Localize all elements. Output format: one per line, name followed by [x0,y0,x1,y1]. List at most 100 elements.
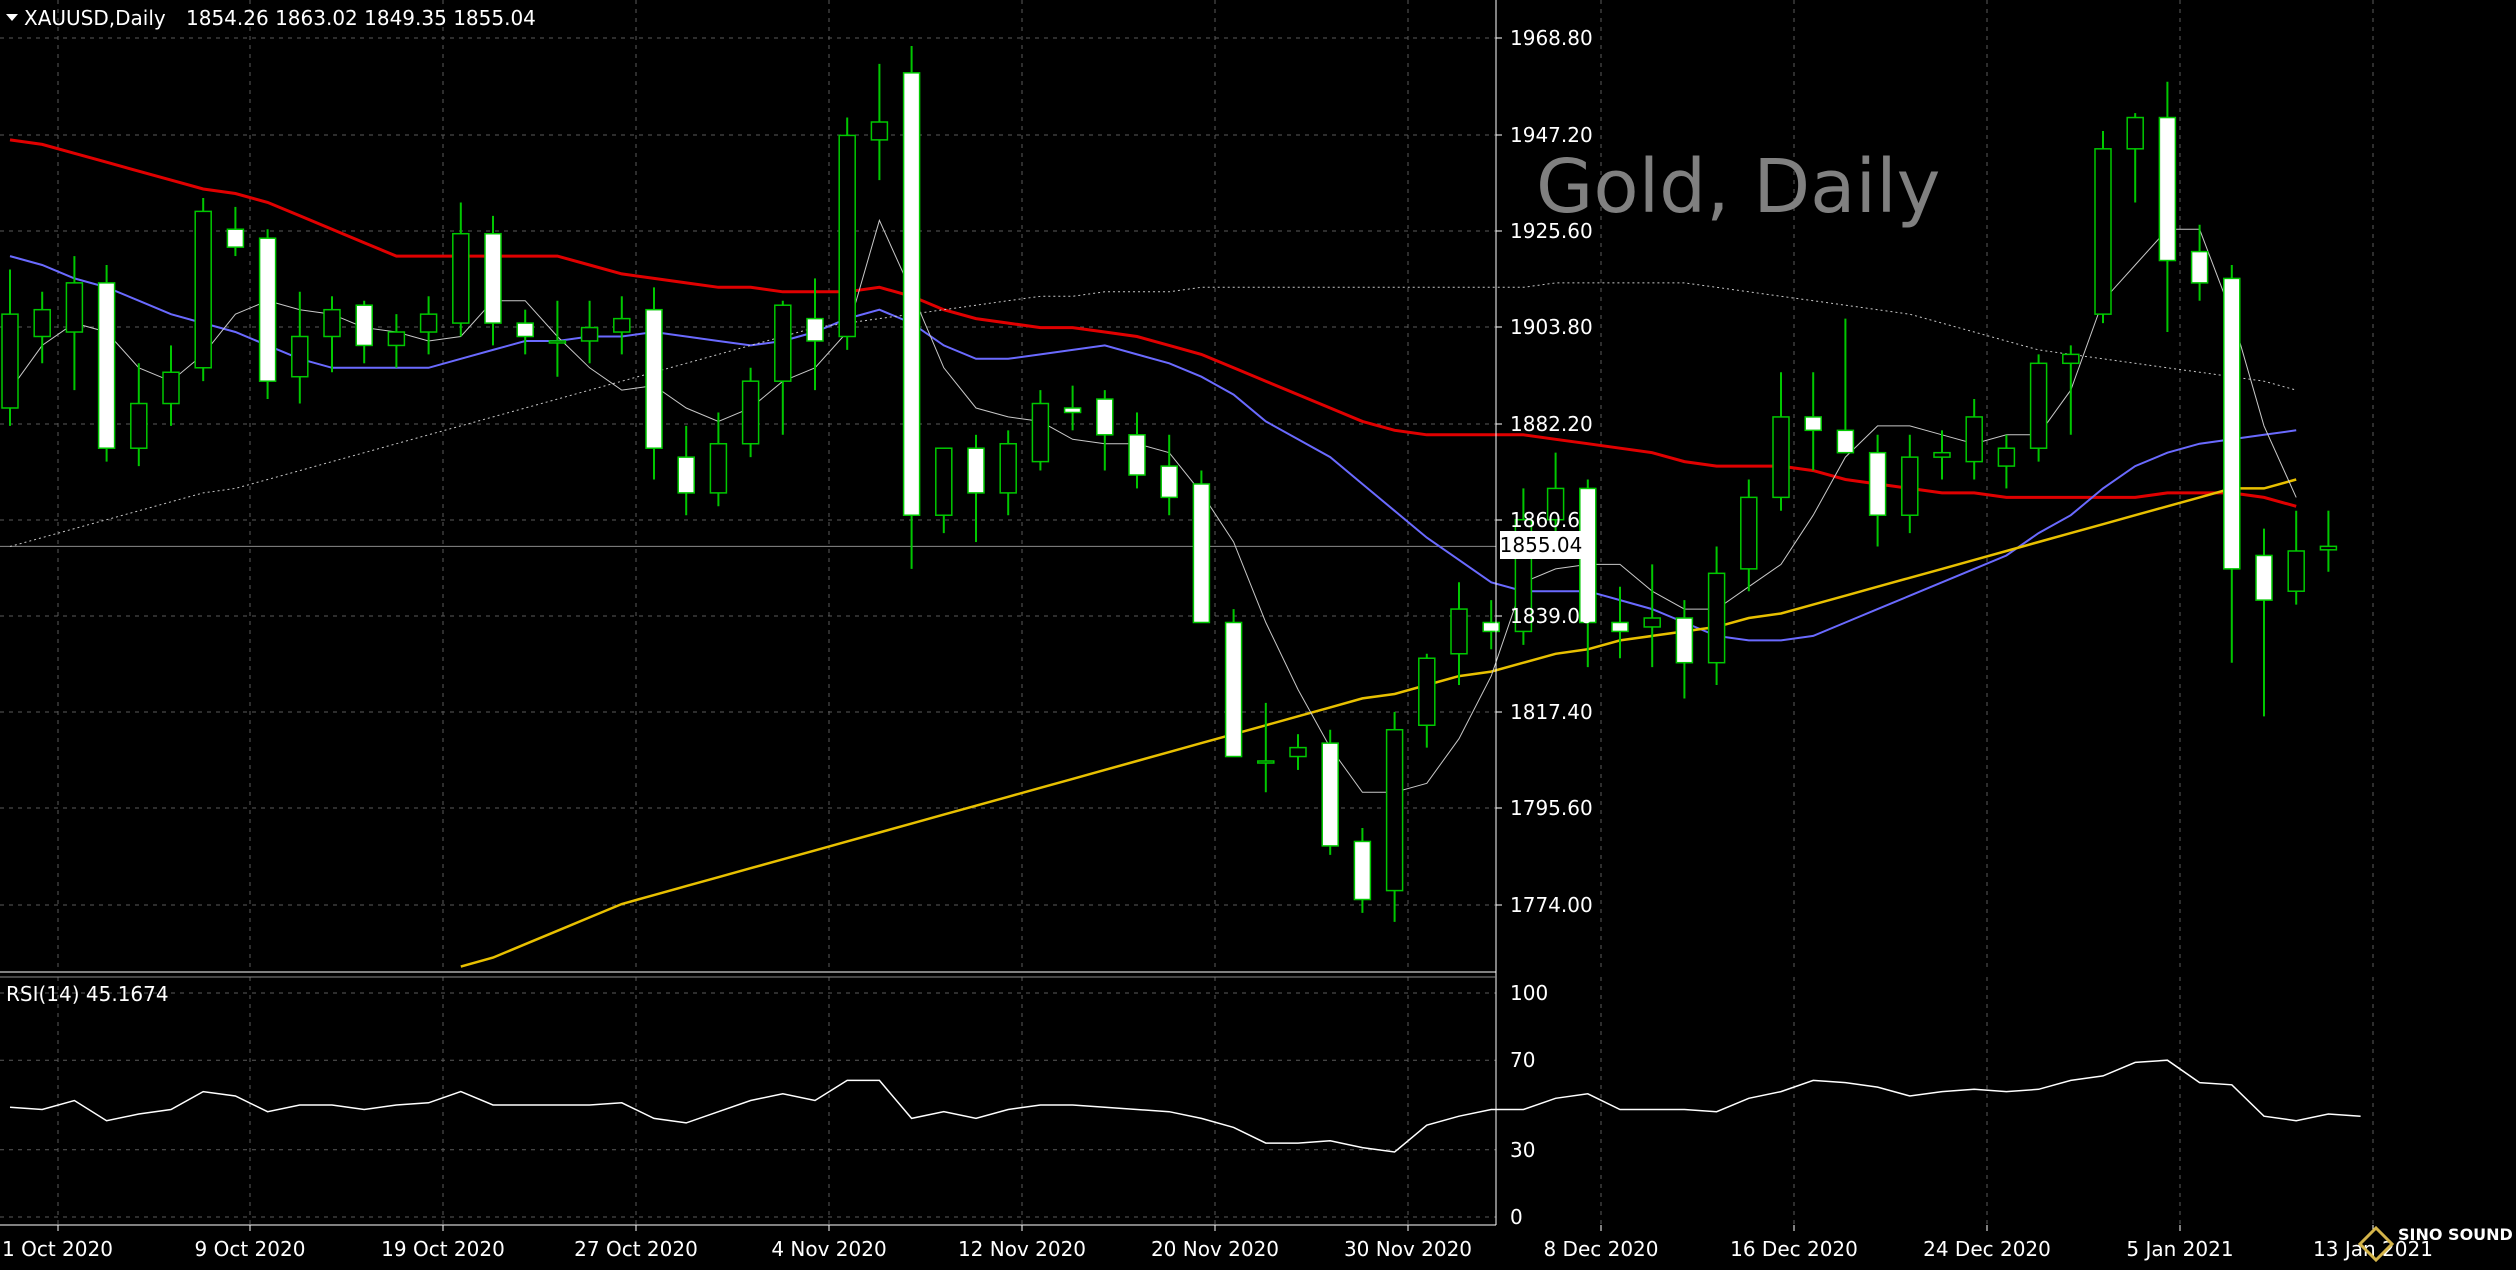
candle-body-up [709,442,728,494]
candle-body-up [194,210,212,369]
grid-lines [0,0,2374,1225]
candle-body-down [806,317,824,342]
candle [806,278,824,391]
candle-body-down [1611,621,1629,633]
candle [870,63,889,181]
candle-body-up [1450,608,1468,655]
candle [709,412,728,507]
candle-body-up [1707,572,1726,664]
x-tick-label: 20 Nov 2020 [1151,1237,1279,1261]
candle-body-up [1289,746,1307,758]
broker-logo: SINO SOUND [2357,1225,2513,1263]
candle [1418,653,1436,748]
candle-body-up [999,442,1017,494]
candle-body-up [452,232,470,324]
candle [1063,385,1082,431]
candle [999,430,1017,516]
rsi-tick-label: 0 [1510,1205,1523,1229]
candle-body-up [838,134,856,338]
candle-body-down [1128,434,1146,476]
candle [1031,390,1050,471]
candle-body-up [2319,545,2338,551]
candle-body-down [1868,451,1887,516]
candle-body-down [355,304,373,347]
candle-body-up [741,380,760,445]
candle-body-down [1804,416,1822,432]
candle [194,197,212,382]
x-tick-label: 19 Oct 2020 [381,1237,505,1261]
candle-body-down [1160,465,1178,499]
candle-body-up [1901,456,1919,516]
candle [484,215,502,346]
symbol-dropdown-icon[interactable] [6,14,18,21]
x-tick-label: 1 Oct 2020 [2,1237,113,1261]
x-tick-label: 4 Nov 2020 [771,1237,886,1261]
candle [1804,372,1822,471]
axes: 1968.80 1947.20 1925.60 1903.80 1882.20 1860.… [0,0,2433,1261]
candle [516,309,534,355]
candle [2319,510,2338,572]
candle [774,300,792,435]
candle [1933,430,1951,480]
candle [1772,372,1790,511]
candle [2062,345,2080,435]
candle [838,117,856,350]
y-tick-label: 1795.60 [1510,796,1593,820]
candle-body-down [1224,621,1243,758]
y-tick-label: 1903.80 [1510,315,1593,339]
x-tick-label: 16 Dec 2020 [1730,1237,1858,1261]
candle [1482,600,1500,650]
candle-body-up [1418,657,1436,727]
symbol-label: XAUUSD,Daily [24,6,166,30]
candle-body-up [774,304,792,382]
rsi-tick-label: 100 [1510,981,1548,1005]
candle [1160,434,1178,516]
x-tick-label: 24 Dec 2020 [1923,1237,2051,1261]
candle [130,363,148,467]
candle-body-up [65,282,84,333]
candle [2094,130,2112,324]
candle [1643,564,1661,668]
candle [1450,582,1468,686]
logo-text: SINO SOUND [2398,1225,2513,1244]
candle-body-down [1096,398,1114,436]
candle-body-up [1031,402,1050,463]
candle [355,300,373,364]
candle [1611,586,1629,659]
candle-body-up [419,313,438,333]
candle [2190,224,2209,301]
candle-body-down [645,308,663,449]
y-tick-label: 1839.00 [1510,604,1593,628]
candle-body-down [97,282,116,449]
chart-watermark: Gold, Daily [1536,144,1940,230]
y-tick-label: 1947.20 [1510,123,1593,147]
candle-body-up [33,308,51,338]
candle-body-up [548,340,567,344]
price-tag-box [1500,531,1582,559]
y-tick-label: 1925.60 [1510,219,1593,243]
rsi-panel [9,1059,2361,1153]
candle-body-up [1965,416,1983,463]
candle-body-up [935,447,953,516]
candle-body-up [580,326,599,342]
ma-yellow-line [460,478,2297,968]
candles [1,46,2338,922]
candle-body-down [2158,116,2177,262]
candle [97,264,116,462]
candle-body-up [1643,617,1661,628]
candle [967,434,985,543]
moving-averages [9,138,2297,968]
rsi-label: RSI(14) 45.1674 [6,982,169,1006]
candle [2287,510,2305,605]
candle-body-down [1321,742,1339,847]
candle-body-up [1,313,19,409]
candle-body-up [2094,148,2112,315]
candle [33,291,51,364]
candle-body-up [1772,416,1790,499]
candle [1321,729,1339,855]
rsi-tick-label: 70 [1510,1048,1535,1072]
candle-body-down [1192,483,1211,624]
candle [902,46,921,569]
